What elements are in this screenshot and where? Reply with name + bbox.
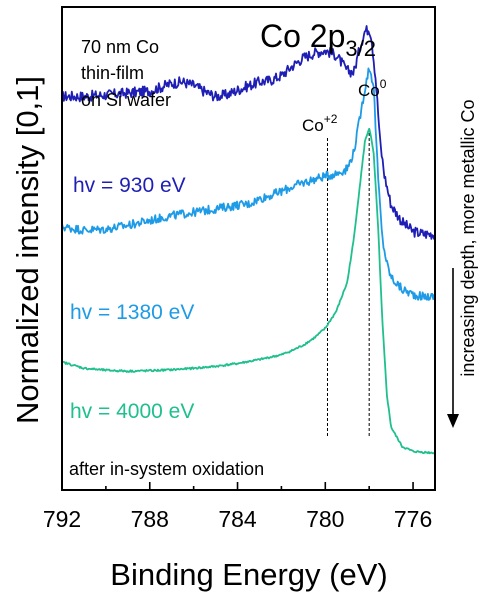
x-axis-label: Binding Energy (eV) (110, 557, 387, 592)
co0-reference-label: Co0 (358, 77, 387, 100)
series-label-930ev: hv = 930 eV (73, 174, 186, 197)
depth-arrow-head (447, 414, 459, 428)
bottom-note: after in-system oxidation (69, 459, 264, 479)
series-label-4000ev: hv = 4000 eV (70, 400, 194, 423)
x-axis-ticks: 792 788 784 780 776 (43, 482, 432, 532)
plot-frame (61, 6, 436, 491)
sample-note-line-1: 70 nm Co (81, 37, 159, 57)
side-note: increasing depth, more metallic Co (458, 99, 478, 376)
series-layer (61, 25, 436, 455)
y-axis-label: Normalized intensity [0,1] (10, 76, 45, 424)
series-line-2 (61, 127, 436, 455)
x-tick-label: 788 (131, 506, 169, 532)
x-tick-label: 776 (394, 506, 432, 532)
chart-title-main: Co 2p (260, 18, 345, 54)
series-line-1 (61, 67, 436, 301)
chart-title: Co 2p3/2 (260, 18, 376, 61)
reference-lines (326, 128, 370, 438)
x-tick-label: 784 (218, 506, 257, 532)
sample-note-line-3: on Si wafer (81, 90, 171, 110)
series-label-1380ev: hv = 1380 eV (70, 301, 194, 324)
x-tick-label: 792 (43, 506, 81, 532)
x-tick-label: 780 (306, 506, 344, 532)
co2-reference-label: Co+2 (302, 112, 338, 135)
chart-title-subscript: 3/2 (345, 36, 376, 61)
sample-note-line-2: thin-film (81, 63, 144, 83)
series-line-0 (61, 25, 436, 240)
